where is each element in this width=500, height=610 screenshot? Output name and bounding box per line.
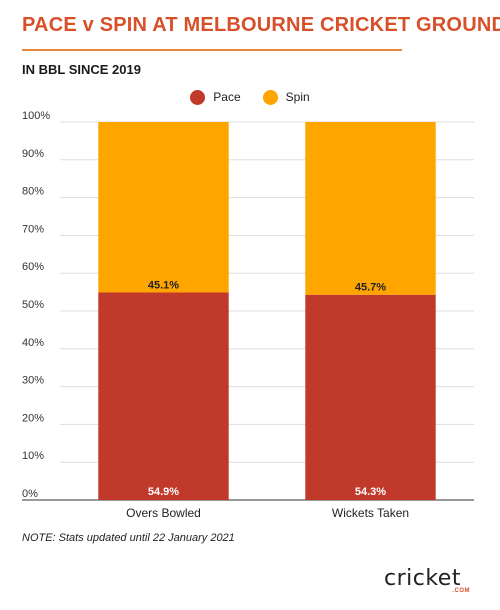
y-tick-label: 10% [22, 450, 44, 462]
legend-item-spin: Spin [262, 89, 310, 105]
cricket-logo: cricket .COM [384, 566, 474, 602]
legend-label-spin: Spin [285, 90, 310, 104]
y-tick-label: 40% [22, 337, 44, 349]
y-tick-label: 30% [22, 375, 44, 387]
y-tick-label: 60% [22, 261, 44, 273]
legend-label-pace: Pace [213, 90, 241, 104]
legend-swatch-spin [262, 89, 278, 105]
bar-segment-spin [98, 122, 229, 293]
data-label-pace: 54.3% [355, 486, 386, 498]
bar-segment-pace [98, 292, 229, 500]
y-tick-label: 90% [22, 148, 44, 160]
title-underline [22, 49, 402, 51]
stacked-bar-chart: 0% 10% 20% 30% 40% 50% 60% 70% 80% 90% 100% 54.9% 45… [22, 110, 474, 520]
y-tick-label: 80% [22, 186, 44, 198]
data-label-spin: 45.7% [355, 282, 386, 294]
y-tick-label: 0% [22, 488, 38, 500]
logo-domain: .COM [452, 588, 470, 594]
x-category-label: Wickets Taken [332, 506, 409, 520]
y-tick-label: 50% [22, 299, 44, 311]
legend-swatch-pace [190, 89, 206, 105]
chart-subtitle: IN BBL SINCE 2019 [22, 62, 141, 77]
bar-segment-pace [305, 294, 436, 500]
data-label-pace: 54.9% [148, 486, 179, 498]
bar-segment-spin [305, 122, 436, 295]
data-label-spin: 45.1% [148, 279, 179, 291]
x-category-label: Overs Bowled [126, 506, 201, 520]
y-tick-label: 100% [22, 110, 50, 122]
chart-title: PACE v SPIN AT MELBOURNE CRICKET GROUND [22, 14, 500, 36]
y-tick-label: 70% [22, 223, 44, 235]
y-tick-label: 20% [22, 412, 44, 424]
logo-wordmark: cricket [384, 566, 461, 591]
legend: Pace Spin [0, 88, 500, 106]
footnote: NOTE: Stats updated until 22 January 202… [22, 532, 235, 544]
legend-item-pace: Pace [190, 89, 241, 105]
